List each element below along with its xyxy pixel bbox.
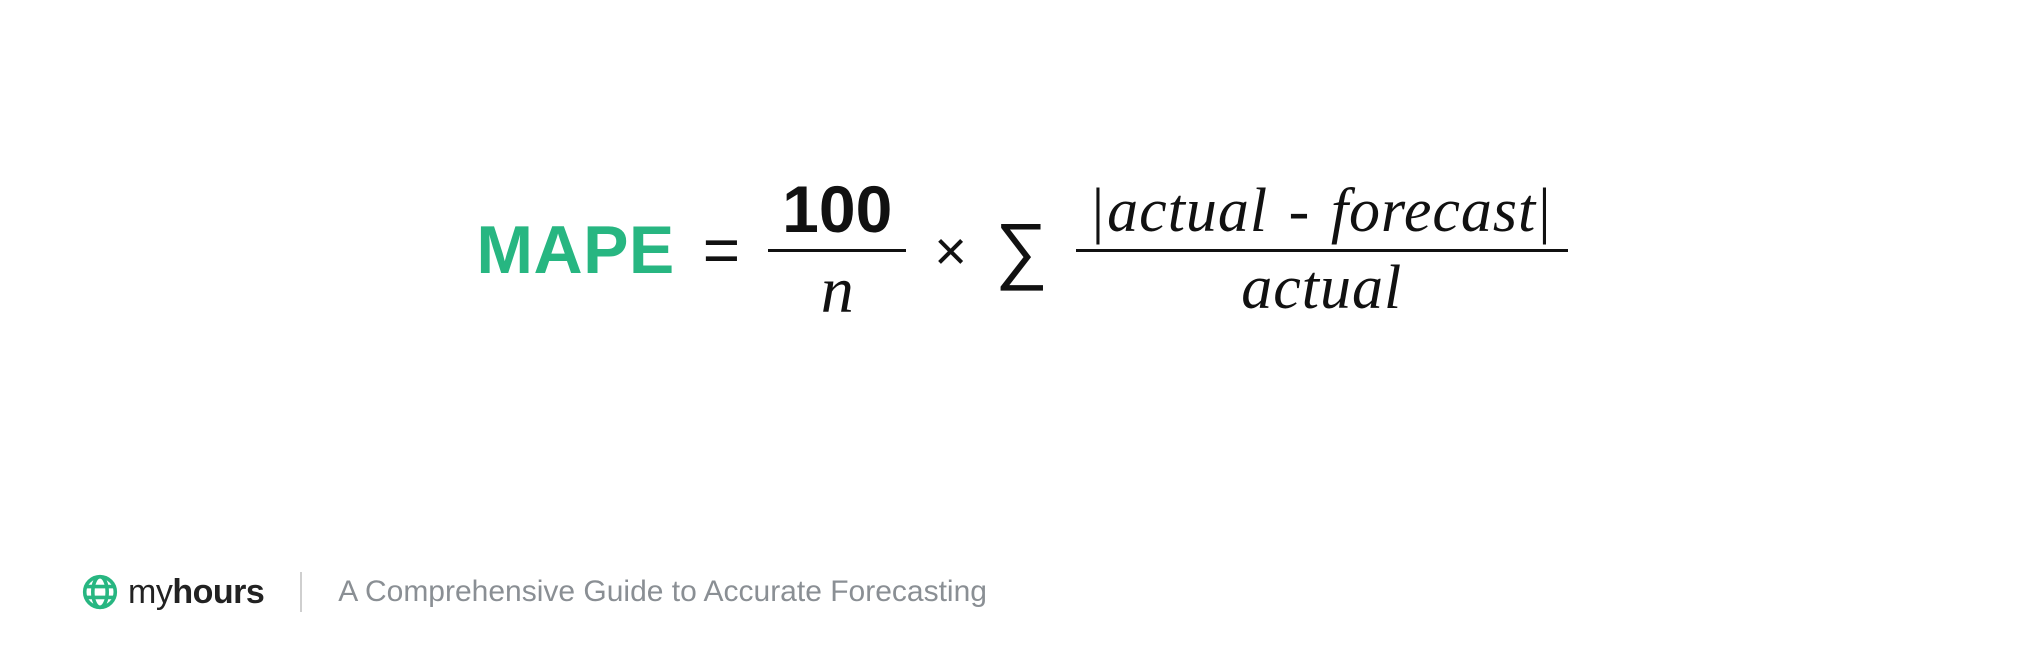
brand-text: myhours — [128, 573, 264, 612]
vertical-divider — [300, 572, 302, 612]
brand-logo: myhours — [82, 573, 264, 612]
mape-formula: MAPE = 100 n × ∑ |actual - forecast| act… — [0, 0, 2044, 500]
term-actual: actual — [1107, 177, 1268, 245]
fraction-abs-error-over-actual: |actual - forecast| actual — [1076, 175, 1568, 324]
sigma-symbol: ∑ — [995, 213, 1048, 287]
equals-sign: = — [703, 213, 740, 287]
frac2-denominator: actual — [1227, 252, 1416, 325]
fraction-100-over-n: 100 n — [768, 171, 906, 329]
term-forecast: forecast — [1331, 177, 1536, 245]
minus-sign: - — [1268, 177, 1331, 245]
frac1-denominator: n — [807, 252, 868, 329]
abs-open: | — [1090, 177, 1107, 245]
abs-close: | — [1536, 177, 1553, 245]
brand-hours: hours — [172, 573, 264, 611]
globe-icon — [82, 574, 118, 610]
canvas: MAPE = 100 n × ∑ |actual - forecast| act… — [0, 0, 2044, 656]
footer: myhours A Comprehensive Guide to Accurat… — [82, 572, 987, 612]
page-subtitle: A Comprehensive Guide to Accurate Foreca… — [338, 575, 987, 609]
frac1-numerator: 100 — [768, 171, 906, 248]
formula-label: MAPE — [476, 211, 674, 289]
multiply-sign: × — [934, 218, 967, 283]
frac2-numerator: |actual - forecast| — [1076, 175, 1568, 248]
brand-my: my — [128, 573, 172, 611]
